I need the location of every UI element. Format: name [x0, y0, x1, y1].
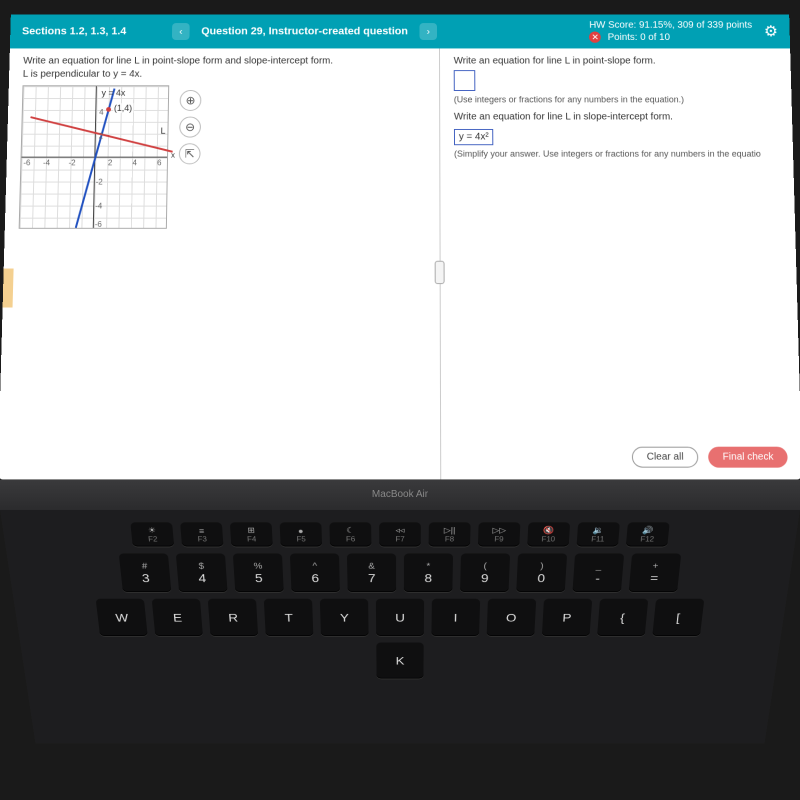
zoom-in-button[interactable]: ⊕	[180, 90, 202, 111]
x-axis-label: x	[171, 151, 175, 160]
popout-button[interactable]: ⇱	[179, 143, 201, 164]
answer-prompt-1: Write an equation for line L in point-sl…	[454, 56, 777, 66]
next-question-button[interactable]: ›	[420, 23, 438, 40]
points-line: ✕ Points: 0 of 10	[589, 32, 752, 44]
key: P	[542, 599, 592, 636]
question-title: Question 29, Instructor-created question	[201, 26, 408, 37]
tick: 2	[108, 159, 113, 168]
tick: -4	[43, 159, 50, 168]
answer-prompt-2: Write an equation for line L in slope-in…	[454, 112, 779, 122]
tick: 4	[99, 108, 104, 117]
hw-score: HW Score: 91.15%, 309 of 339 points	[589, 19, 752, 31]
key: )0	[516, 553, 567, 592]
wrong-icon: ✕	[589, 32, 601, 43]
tick: 4	[132, 159, 137, 168]
hint-1: (Use integers or fractions for any numbe…	[454, 95, 778, 104]
tick: 6	[157, 159, 162, 168]
key: #3	[119, 553, 172, 592]
problem-pane: Write an equation for line L in point-sl…	[0, 48, 440, 479]
key: T	[264, 599, 314, 636]
key: 🔊F12	[626, 522, 670, 546]
equation-label: y = 4x	[101, 88, 125, 97]
key: ☾F6	[329, 522, 371, 546]
tick: 2	[99, 132, 104, 141]
tick: -6	[23, 159, 30, 168]
tick: -2	[96, 178, 103, 187]
key: ⊞F4	[230, 522, 273, 546]
prompt-line-2: L is perpendicular to y = 4x.	[23, 69, 426, 79]
key: +=	[629, 553, 682, 592]
key: *8	[404, 553, 453, 592]
key: ▷||F8	[429, 522, 471, 546]
key: O	[487, 599, 537, 636]
key: ^6	[290, 553, 340, 592]
point-1-4	[106, 107, 111, 112]
pane-resize-handle[interactable]	[435, 261, 445, 284]
key: {	[597, 599, 648, 636]
key: ☀F2	[130, 522, 174, 546]
graph-tools: ⊕ ⊖ ⇱	[179, 90, 202, 164]
tick: -4	[95, 202, 102, 211]
hint-2: (Simplify your answer. Use integers or f…	[454, 149, 779, 159]
key: ◃◃F7	[379, 522, 421, 546]
key: I	[431, 599, 480, 636]
key: Y	[320, 599, 369, 636]
answer-input-2[interactable]: y = 4x²	[454, 129, 494, 145]
points-label: Points: 0 of 10	[608, 32, 670, 42]
answer-input-1[interactable]	[454, 70, 476, 91]
prompt-line-1: Write an equation for line L in point-sl…	[23, 56, 425, 66]
tick: -2	[69, 159, 76, 168]
laptop-label: MacBook Air	[372, 489, 428, 500]
point-label: (1,4)	[113, 103, 133, 113]
key: U	[376, 599, 424, 636]
final-check-button[interactable]: Final check	[708, 447, 787, 468]
key: ▷▷F9	[478, 522, 521, 546]
answer-pane: Write an equation for line L in point-sl…	[439, 48, 800, 479]
zoom-out-button[interactable]: ⊖	[179, 117, 201, 138]
key: 🔇F10	[527, 522, 570, 546]
score-block: HW Score: 91.15%, 309 of 339 points ✕ Po…	[589, 19, 752, 43]
key: K	[376, 642, 423, 678]
graph[interactable]: (1,4) y = 4x L x -6 -4 -2 2 4 6 2 4 -2 -…	[19, 85, 170, 229]
laptop-bezel: MacBook Air	[0, 480, 800, 510]
footer-buttons: Clear all Final check	[631, 447, 787, 468]
key: ≡F3	[180, 522, 223, 546]
sections-label: Sections 1.2, 1.3, 1.4	[22, 26, 168, 37]
settings-icon[interactable]: ⚙	[764, 22, 778, 41]
key: W	[96, 599, 148, 636]
header-bar: Sections 1.2, 1.3, 1.4 ‹ Question 29, In…	[10, 15, 790, 49]
key: &7	[347, 553, 396, 592]
tick: -6	[95, 220, 102, 229]
key: %5	[233, 553, 284, 592]
prev-question-button[interactable]: ‹	[172, 23, 190, 40]
key: R	[208, 599, 258, 636]
key: E	[152, 599, 203, 636]
key: 🔉F11	[577, 522, 620, 546]
keyboard: ☀F2≡F3 ⊞F4 ●F5☾F6 ◃◃F7 ▷||F8 ▷▷F9🔇F10 🔉F11🔊F12…	[0, 510, 800, 743]
key: $4	[176, 553, 228, 592]
key: (9	[460, 553, 510, 592]
key: _-	[572, 553, 624, 592]
key: ●F5	[280, 522, 323, 546]
line-L-label: L	[161, 126, 166, 136]
clear-all-button[interactable]: Clear all	[631, 447, 698, 468]
key: [	[652, 599, 704, 636]
